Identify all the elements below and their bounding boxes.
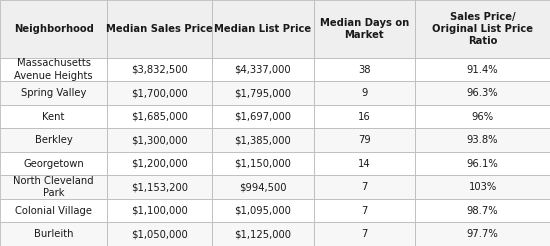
Text: $1,300,000: $1,300,000 [131,135,188,145]
Text: 96.1%: 96.1% [467,159,498,169]
Bar [0,105,107,128]
Bar [212,105,314,128]
Bar [314,152,415,175]
Bar [0,58,107,81]
Bar [0,222,107,246]
Text: $1,685,000: $1,685,000 [131,112,188,122]
Text: 97.7%: 97.7% [467,229,498,239]
Text: $994,500: $994,500 [239,182,287,192]
Text: $1,700,000: $1,700,000 [131,88,188,98]
Bar [212,222,314,246]
Text: 98.7%: 98.7% [467,206,498,216]
Text: 93.8%: 93.8% [467,135,498,145]
Text: 91.4%: 91.4% [467,64,498,75]
Text: Median Sales Price: Median Sales Price [106,24,213,34]
Text: 16: 16 [358,112,371,122]
Text: $1,697,000: $1,697,000 [234,112,291,122]
Text: Spring Valley: Spring Valley [21,88,86,98]
Bar [314,58,415,81]
Bar [107,152,212,175]
Text: Massachusetts
Avenue Heights: Massachusetts Avenue Heights [14,58,93,81]
Text: $1,385,000: $1,385,000 [234,135,291,145]
Text: $3,832,500: $3,832,500 [131,64,188,75]
Text: Median Days on
Market: Median Days on Market [320,18,409,40]
Text: $1,095,000: $1,095,000 [234,206,291,216]
Text: $1,100,000: $1,100,000 [131,206,188,216]
Bar [212,175,314,199]
Text: Sales Price/
Original List Price
Ratio: Sales Price/ Original List Price Ratio [432,12,533,46]
Text: $4,337,000: $4,337,000 [234,64,291,75]
Bar [107,58,212,81]
Bar [314,81,415,105]
Bar [314,128,415,152]
Text: Burleith: Burleith [34,229,73,239]
Text: North Cleveland
Park: North Cleveland Park [13,176,94,198]
Bar [107,175,212,199]
Bar [0,199,107,222]
Bar [0,152,107,175]
Text: 103%: 103% [469,182,497,192]
Bar [107,0,212,58]
Bar [0,0,107,58]
Text: 38: 38 [358,64,371,75]
Bar [107,222,212,246]
Bar [314,105,415,128]
Text: $1,050,000: $1,050,000 [131,229,188,239]
Text: $1,200,000: $1,200,000 [131,159,188,169]
Bar [314,175,415,199]
Text: 7: 7 [361,229,367,239]
Text: Kent: Kent [42,112,65,122]
Bar [0,175,107,199]
Bar [415,105,550,128]
Text: $1,125,000: $1,125,000 [234,229,291,239]
Text: 7: 7 [361,206,367,216]
Text: 96%: 96% [471,112,494,122]
Text: 96.3%: 96.3% [467,88,498,98]
Bar [107,81,212,105]
Text: Georgetown: Georgetown [23,159,84,169]
Bar [415,58,550,81]
Bar [107,105,212,128]
Bar [415,199,550,222]
Bar [314,199,415,222]
Bar [107,128,212,152]
Bar [212,0,314,58]
Bar [415,152,550,175]
Bar [314,0,415,58]
Text: $1,150,000: $1,150,000 [234,159,291,169]
Text: 79: 79 [358,135,371,145]
Bar [415,222,550,246]
Bar [415,81,550,105]
Bar [212,152,314,175]
Text: $1,795,000: $1,795,000 [234,88,291,98]
Bar [212,199,314,222]
Bar [0,81,107,105]
Text: 7: 7 [361,182,367,192]
Bar [212,81,314,105]
Bar [0,128,107,152]
Bar [415,0,550,58]
Bar [107,199,212,222]
Text: Colonial Village: Colonial Village [15,206,92,216]
Bar [212,128,314,152]
Bar [212,58,314,81]
Bar [415,128,550,152]
Text: Median List Price: Median List Price [214,24,311,34]
Text: 14: 14 [358,159,371,169]
Bar [314,222,415,246]
Text: Neighborhood: Neighborhood [14,24,94,34]
Text: Berkley: Berkley [35,135,73,145]
Text: 9: 9 [361,88,367,98]
Text: $1,153,200: $1,153,200 [131,182,188,192]
Bar [415,175,550,199]
